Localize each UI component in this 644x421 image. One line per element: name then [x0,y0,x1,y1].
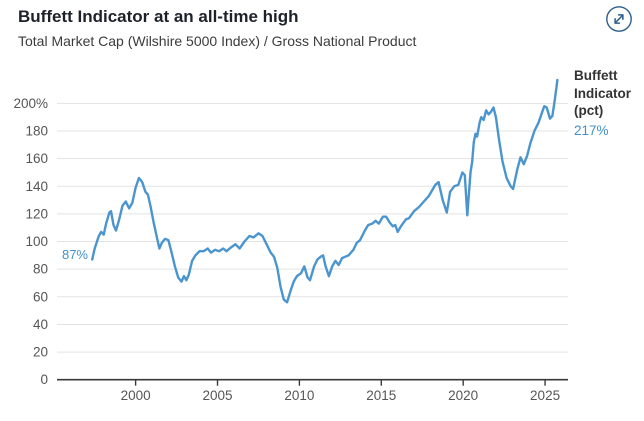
series-legend: Buffett Indicator (pct) 217% [574,67,642,138]
legend-current-value: 217% [574,122,609,138]
x-axis-tick-label: 2020 [448,388,478,403]
y-axis-tick-label: 60 [33,289,48,304]
start-value-label: 87% [61,247,88,262]
y-axis-tick-label: 140 [25,179,48,194]
buffett-indicator-line [91,78,559,304]
y-axis-tick-label: 160 [25,151,48,166]
y-axis-tick-label: 20 [33,345,48,360]
y-axis-tick-label: 120 [25,206,48,221]
expand-arrows-icon [606,6,632,32]
y-axis-tick-label: 100 [25,234,48,249]
x-axis-tick-label: 2015 [366,388,396,403]
y-axis-tick-label: 80 [33,262,48,277]
y-axis-tick-label: 0 [40,372,48,387]
page-title: Buffett Indicator at an all-time high [18,7,299,26]
x-axis-tick-label: 2025 [530,388,560,403]
y-axis-tick-label: 200% [13,96,48,111]
x-axis-tick-label: 2000 [121,388,151,403]
x-axis-tick-label: 2010 [284,388,314,403]
expand-button[interactable] [605,5,633,33]
x-axis-tick-label: 2005 [202,388,232,403]
start-value-annotation: 87% [56,247,88,262]
y-axis-tick-label: 40 [33,317,48,332]
page-subtitle: Total Market Cap (Wilshire 5000 Index) /… [18,33,417,49]
legend-series-name: Buffett Indicator (pct) [574,68,632,118]
y-axis-tick-label: 180 [25,124,48,139]
